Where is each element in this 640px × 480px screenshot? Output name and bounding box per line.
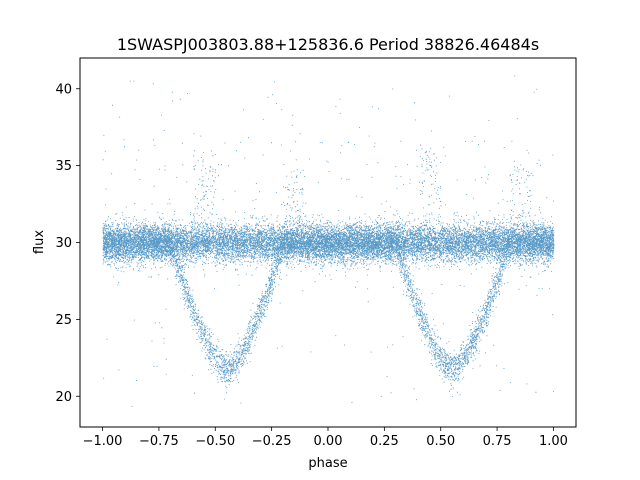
y-axis-label: flux bbox=[32, 230, 47, 254]
x-axis: −1.00 −0.75 −0.50 −0.25 0.00 0.25 0.50 0.75 1.00 bbox=[83, 427, 568, 449]
x-tick-label: 0.75 bbox=[483, 434, 512, 449]
x-tick-label: −0.75 bbox=[139, 434, 179, 449]
x-tick-label: 1.00 bbox=[539, 434, 568, 449]
flux-data-points bbox=[102, 75, 555, 407]
y-tick-label: 30 bbox=[55, 236, 72, 251]
x-tick-label: −1.00 bbox=[83, 434, 123, 449]
y-axis: 20 25 30 35 40 bbox=[55, 82, 80, 405]
scatter-points bbox=[102, 75, 555, 407]
x-axis-label: phase bbox=[308, 456, 347, 471]
y-tick-label: 35 bbox=[55, 159, 72, 174]
chart-title: 1SWASPJ003803.88+125836.6 Period 38826.4… bbox=[117, 35, 539, 54]
y-tick-label: 25 bbox=[55, 313, 72, 328]
x-tick-label: −0.50 bbox=[195, 434, 235, 449]
x-tick-label: 0.25 bbox=[370, 434, 399, 449]
y-tick-label: 40 bbox=[55, 82, 72, 97]
x-tick-label: −0.25 bbox=[252, 434, 292, 449]
x-tick-label: 0.00 bbox=[314, 434, 343, 449]
x-tick-label: 0.50 bbox=[426, 434, 455, 449]
y-tick-label: 20 bbox=[55, 390, 72, 405]
